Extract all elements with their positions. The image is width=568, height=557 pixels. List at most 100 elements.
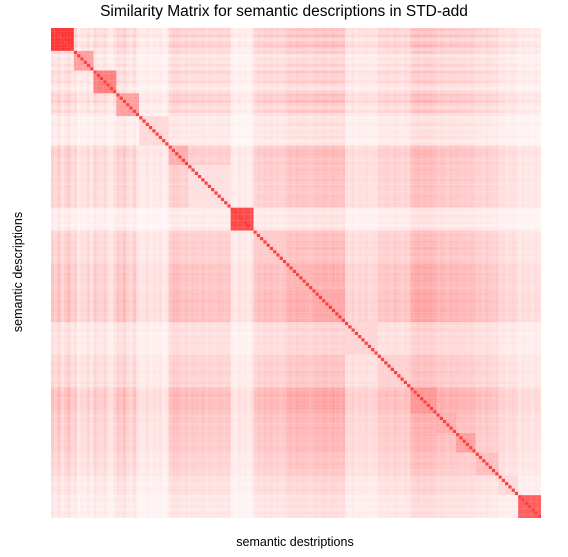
heatmap-cell <box>282 86 287 91</box>
heatmap-cell <box>51 44 55 48</box>
heatmap-cell <box>338 112 342 117</box>
heatmap-cell <box>423 119 427 123</box>
heatmap-cell <box>100 57 104 61</box>
heatmap-cell <box>54 44 58 48</box>
heatmap-cell <box>361 73 365 78</box>
heatmap-cell <box>305 126 310 130</box>
heatmap-cell <box>511 77 515 81</box>
heatmap-cell <box>501 70 506 74</box>
heatmap-cell <box>276 129 280 133</box>
heatmap-cell <box>338 96 342 100</box>
heatmap-cell <box>505 37 509 42</box>
heatmap-cell <box>394 73 398 78</box>
heatmap-cell <box>407 63 411 68</box>
heatmap-cell <box>240 99 244 104</box>
heatmap-cell <box>152 77 156 81</box>
heatmap-cell <box>77 122 81 127</box>
heatmap-cell <box>296 116 300 120</box>
heatmap-cell <box>286 54 290 58</box>
heatmap-cell <box>328 34 332 38</box>
heatmap-cell <box>462 70 466 74</box>
heatmap-cell <box>413 60 417 64</box>
heatmap-cell <box>132 47 136 51</box>
heatmap-cell <box>439 34 444 38</box>
heatmap-cell <box>331 47 336 51</box>
heatmap-cell <box>122 80 127 84</box>
heatmap-cell <box>318 70 323 74</box>
heatmap-cell <box>472 31 476 35</box>
heatmap-cell <box>96 77 101 81</box>
heatmap-cell <box>452 122 457 127</box>
heatmap-cell <box>390 103 395 107</box>
heatmap-cell <box>371 122 375 127</box>
heatmap-cell <box>116 34 120 38</box>
heatmap-cell <box>263 96 267 100</box>
heatmap-cell <box>305 83 310 87</box>
heatmap-cell <box>384 126 388 130</box>
heatmap-cell <box>142 80 146 84</box>
heatmap-cell <box>462 90 466 94</box>
heatmap-cell <box>96 93 101 97</box>
heatmap-cell <box>194 83 199 87</box>
heatmap-cell <box>299 54 303 58</box>
heatmap-cell <box>224 37 228 42</box>
heatmap-cell <box>305 99 310 104</box>
heatmap-cell <box>465 96 470 100</box>
heatmap-cell <box>374 70 378 74</box>
heatmap-cell <box>122 34 127 38</box>
heatmap-cell <box>302 50 306 55</box>
heatmap-cell <box>361 67 365 71</box>
heatmap-cell <box>328 99 332 104</box>
heatmap-cell <box>158 47 163 51</box>
heatmap-cell <box>354 106 359 110</box>
heatmap-cell <box>482 119 486 123</box>
heatmap-cell <box>198 116 202 120</box>
heatmap-cell <box>429 93 434 97</box>
heatmap-cell <box>309 47 313 51</box>
heatmap-cell <box>266 80 270 84</box>
heatmap-cell <box>331 80 336 84</box>
heatmap-cell <box>119 80 123 84</box>
heatmap-cell <box>302 60 306 64</box>
heatmap-cell <box>403 129 408 133</box>
heatmap-cell <box>413 34 417 38</box>
heatmap-cell <box>289 86 293 91</box>
heatmap-cell <box>420 132 424 136</box>
heatmap-cell <box>227 86 231 91</box>
heatmap-cell <box>302 83 306 87</box>
heatmap-cell <box>394 90 398 94</box>
heatmap-cell <box>508 106 512 110</box>
heatmap-cell <box>113 93 117 97</box>
heatmap-cell <box>194 50 199 55</box>
heatmap-cell <box>286 47 290 51</box>
heatmap-cell <box>113 135 117 140</box>
heatmap-cell <box>113 31 117 35</box>
heatmap-cell <box>426 37 430 42</box>
heatmap-cell <box>331 106 336 110</box>
heatmap-cell <box>305 86 310 91</box>
heatmap-cell <box>289 83 293 87</box>
heatmap-cell <box>482 109 486 113</box>
heatmap-cell <box>93 73 97 78</box>
heatmap-cell <box>77 67 81 71</box>
heatmap-cell <box>286 34 290 38</box>
heatmap-cell <box>328 86 332 91</box>
heatmap-cell <box>371 112 375 117</box>
heatmap-cell <box>142 116 146 120</box>
heatmap-cell <box>237 41 241 45</box>
heatmap-cell <box>162 90 166 94</box>
heatmap-cell <box>426 99 430 104</box>
heatmap-cell <box>96 122 101 127</box>
heatmap-cell <box>289 129 293 133</box>
heatmap-cell <box>521 112 525 117</box>
heatmap-cell <box>348 122 352 127</box>
heatmap-cell <box>64 70 68 74</box>
heatmap-cell <box>106 73 110 78</box>
heatmap-cell <box>96 109 101 113</box>
heatmap-cell <box>243 90 248 94</box>
heatmap-cell <box>230 34 234 38</box>
heatmap-cell <box>60 106 65 110</box>
heatmap-cell <box>537 41 541 45</box>
heatmap-cell <box>224 73 228 78</box>
heatmap-cell <box>73 60 78 64</box>
